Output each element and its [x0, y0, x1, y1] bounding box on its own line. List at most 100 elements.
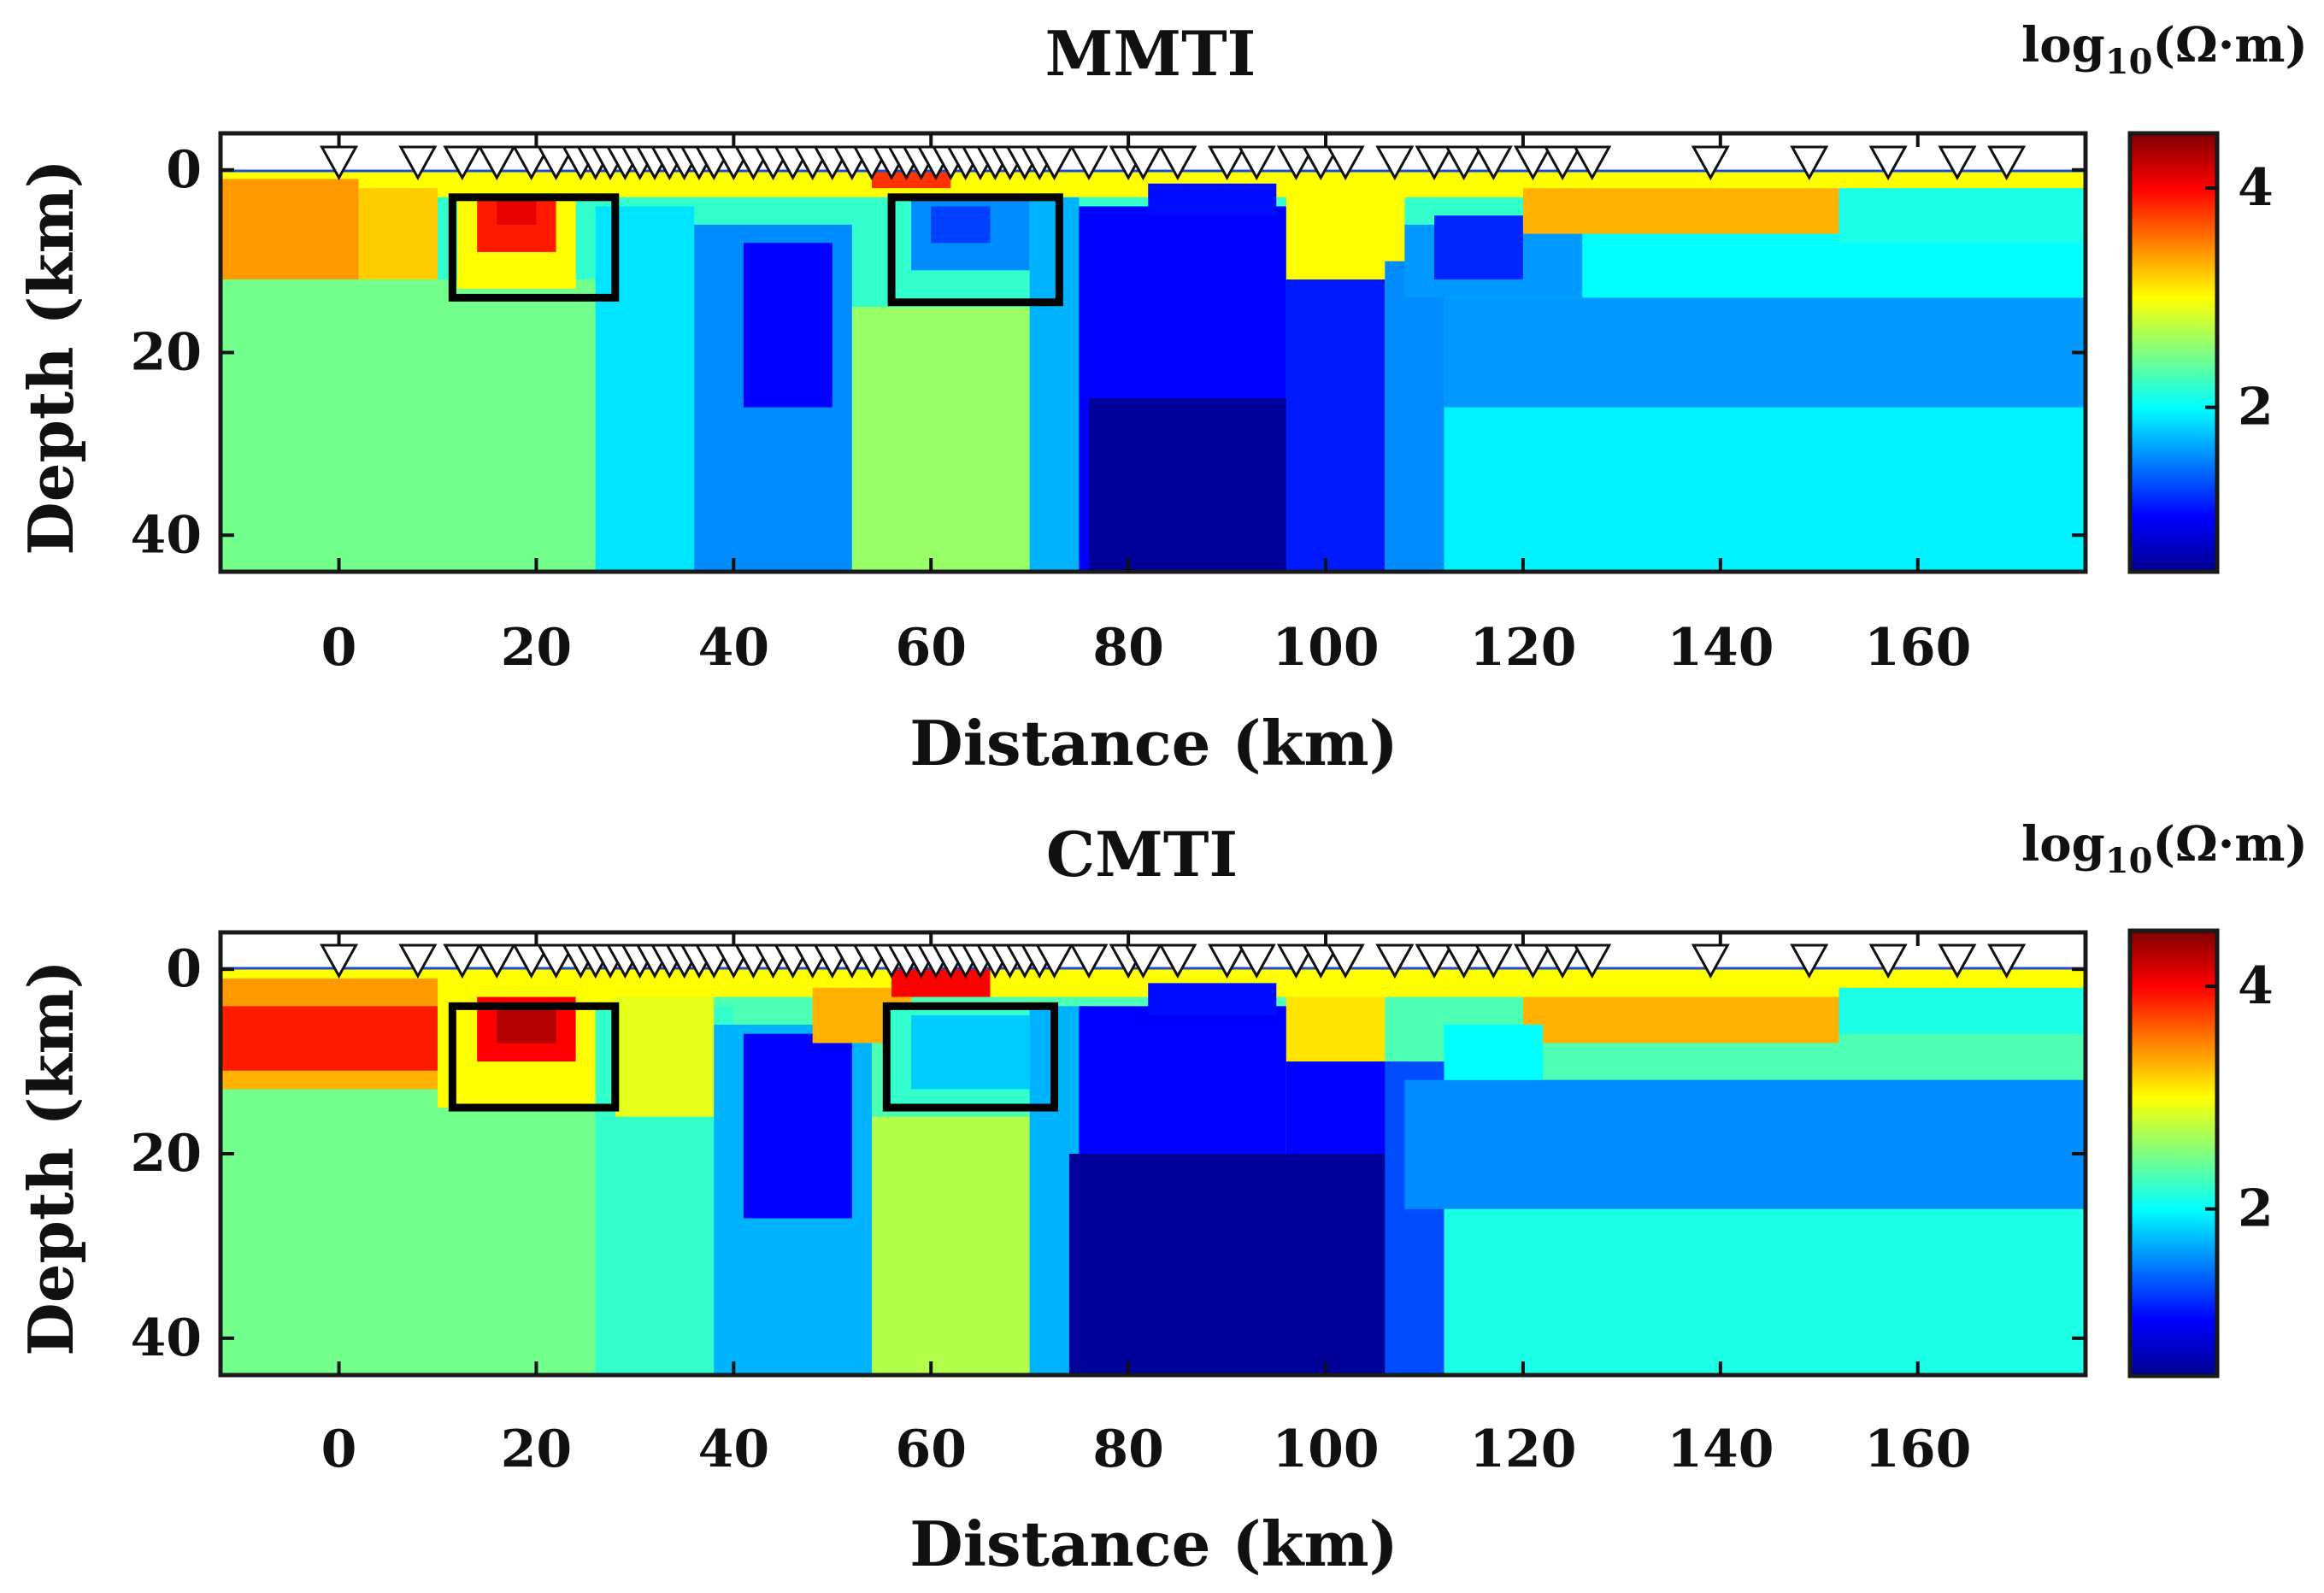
resistivity-cell — [221, 179, 359, 279]
x-axis-label: Distance (km) — [909, 707, 1398, 779]
resistivity-cell — [911, 1015, 1030, 1090]
resistivity-cell — [743, 1033, 852, 1219]
colorbar-unit-sub: 10 — [2105, 42, 2153, 82]
resistivity-cell — [1444, 1024, 1544, 1080]
resistivity-cell — [221, 1089, 596, 1375]
resistivity-cell — [1582, 233, 2086, 298]
station-marker — [1123, 145, 1163, 181]
resistivity-section — [221, 969, 2086, 1375]
station-marker — [1301, 145, 1340, 181]
x-tick-label: 100 — [1272, 618, 1379, 678]
chart-title: CMTI — [1046, 818, 1238, 891]
x-tick-label: 160 — [1864, 618, 1971, 678]
station-marker — [1938, 943, 1977, 979]
station-marker — [1938, 145, 1977, 181]
resistivity-cell — [851, 307, 1030, 572]
station-marker — [1301, 943, 1340, 979]
y-axis-label: Depth (km) — [15, 159, 87, 555]
resistivity-cell — [1286, 996, 1386, 1062]
station-marker — [1375, 943, 1415, 979]
station-marker — [1868, 145, 1908, 181]
colorbar-tick-label: 4 — [2238, 956, 2274, 1016]
station-marker — [1987, 943, 2027, 979]
resistivity-cell — [871, 1116, 1030, 1375]
y-ticks: 0 20 40 — [131, 939, 2086, 1368]
y-tick-label: 0 — [166, 939, 202, 999]
x-tick-label: 100 — [1272, 1420, 1379, 1479]
station-marker — [1573, 145, 1612, 181]
resistivity-cell — [1404, 1079, 2086, 1209]
resistivity-cell — [221, 1006, 438, 1071]
station-marker — [512, 943, 551, 979]
y-tick-label: 40 — [131, 505, 203, 565]
resistivity-cell — [221, 1070, 438, 1090]
resistivity-section — [221, 169, 2086, 572]
y-tick-label: 20 — [131, 323, 203, 383]
resistivity-cell — [497, 1006, 556, 1043]
highlight-box — [448, 193, 620, 302]
highlight-box — [448, 1002, 620, 1112]
x-tick-label: 60 — [895, 1420, 967, 1479]
y-ticks: 0 20 40 — [131, 140, 2086, 565]
y-tick-label: 40 — [131, 1308, 203, 1368]
chart-title: MMTI — [1045, 17, 1256, 90]
panel-cmti: CMTI log10(Ω·m) 0 20 40 60 80 100 120 140 160 0 2… — [15, 816, 2308, 1580]
station-marker — [1326, 145, 1365, 181]
resistivity-cell — [1148, 183, 1277, 216]
resistivity-cell — [1434, 215, 1523, 279]
station-marker — [1208, 943, 1247, 979]
station-marker — [1513, 943, 1553, 979]
station-marker — [398, 145, 438, 181]
x-tick-label: 20 — [501, 1420, 573, 1479]
highlight-boxes — [448, 193, 1063, 307]
station-marker — [1987, 145, 2027, 181]
svg-text:log10(Ω·m): log10(Ω·m) — [2021, 816, 2308, 881]
resistivity-cell — [1444, 407, 2086, 572]
station-marker — [1474, 943, 1513, 979]
resistivity-cell — [1088, 397, 1327, 572]
station-marker — [1444, 943, 1484, 979]
station-marker — [1691, 145, 1730, 181]
resistivity-cell — [1148, 983, 1277, 1016]
station-marker — [1573, 943, 1612, 979]
station-marker — [1790, 145, 1829, 181]
resistivity-cell — [1029, 197, 1080, 572]
colorbar-tick-label: 2 — [2238, 378, 2274, 438]
resistivity-cell — [358, 188, 438, 289]
x-tick-label: 60 — [895, 618, 967, 678]
station-marker — [1543, 145, 1582, 181]
station-marker — [1415, 943, 1454, 979]
station-marker — [1158, 145, 1197, 181]
resistivity-cell — [497, 197, 537, 225]
colorbar-tick-label: 2 — [2238, 1179, 2274, 1239]
x-tick-label: 0 — [321, 618, 357, 678]
x-tick-label: 40 — [698, 618, 770, 678]
highlight-box — [882, 1002, 1059, 1112]
colorbar-tick-label: 4 — [2238, 158, 2274, 218]
station-marker — [1375, 145, 1415, 181]
resistivity-cell — [1444, 1208, 2086, 1375]
station-marker — [1237, 145, 1276, 181]
resistivity-cell — [1286, 279, 1386, 572]
colorbar-unit-label: log10(Ω·m) — [2021, 816, 2308, 881]
colorbar-unit-main: log — [2021, 816, 2105, 873]
station-marker — [477, 943, 516, 979]
x-tick-label: 120 — [1469, 618, 1576, 678]
station-marker — [1276, 145, 1315, 181]
resistivity-cell — [1444, 297, 2086, 408]
station-marker — [1158, 943, 1197, 979]
resistivity-cell — [1839, 987, 2086, 1034]
station-marker — [1444, 145, 1484, 181]
colorbar-ticks: 24 — [2205, 956, 2274, 1239]
resistivity-cell — [1068, 1154, 1405, 1375]
svg-text:log10(Ω·m): log10(Ω·m) — [2021, 17, 2308, 82]
station-marker — [1237, 943, 1276, 979]
resistivity-cell — [221, 978, 438, 1007]
resistivity-cell — [615, 996, 715, 1117]
x-tick-label: 80 — [1092, 1420, 1164, 1479]
station-marker — [512, 145, 551, 181]
station-marker — [1208, 145, 1247, 181]
station-marker — [1415, 145, 1454, 181]
station-marker — [1123, 943, 1163, 979]
colorbar-ticks: 24 — [2205, 158, 2274, 438]
